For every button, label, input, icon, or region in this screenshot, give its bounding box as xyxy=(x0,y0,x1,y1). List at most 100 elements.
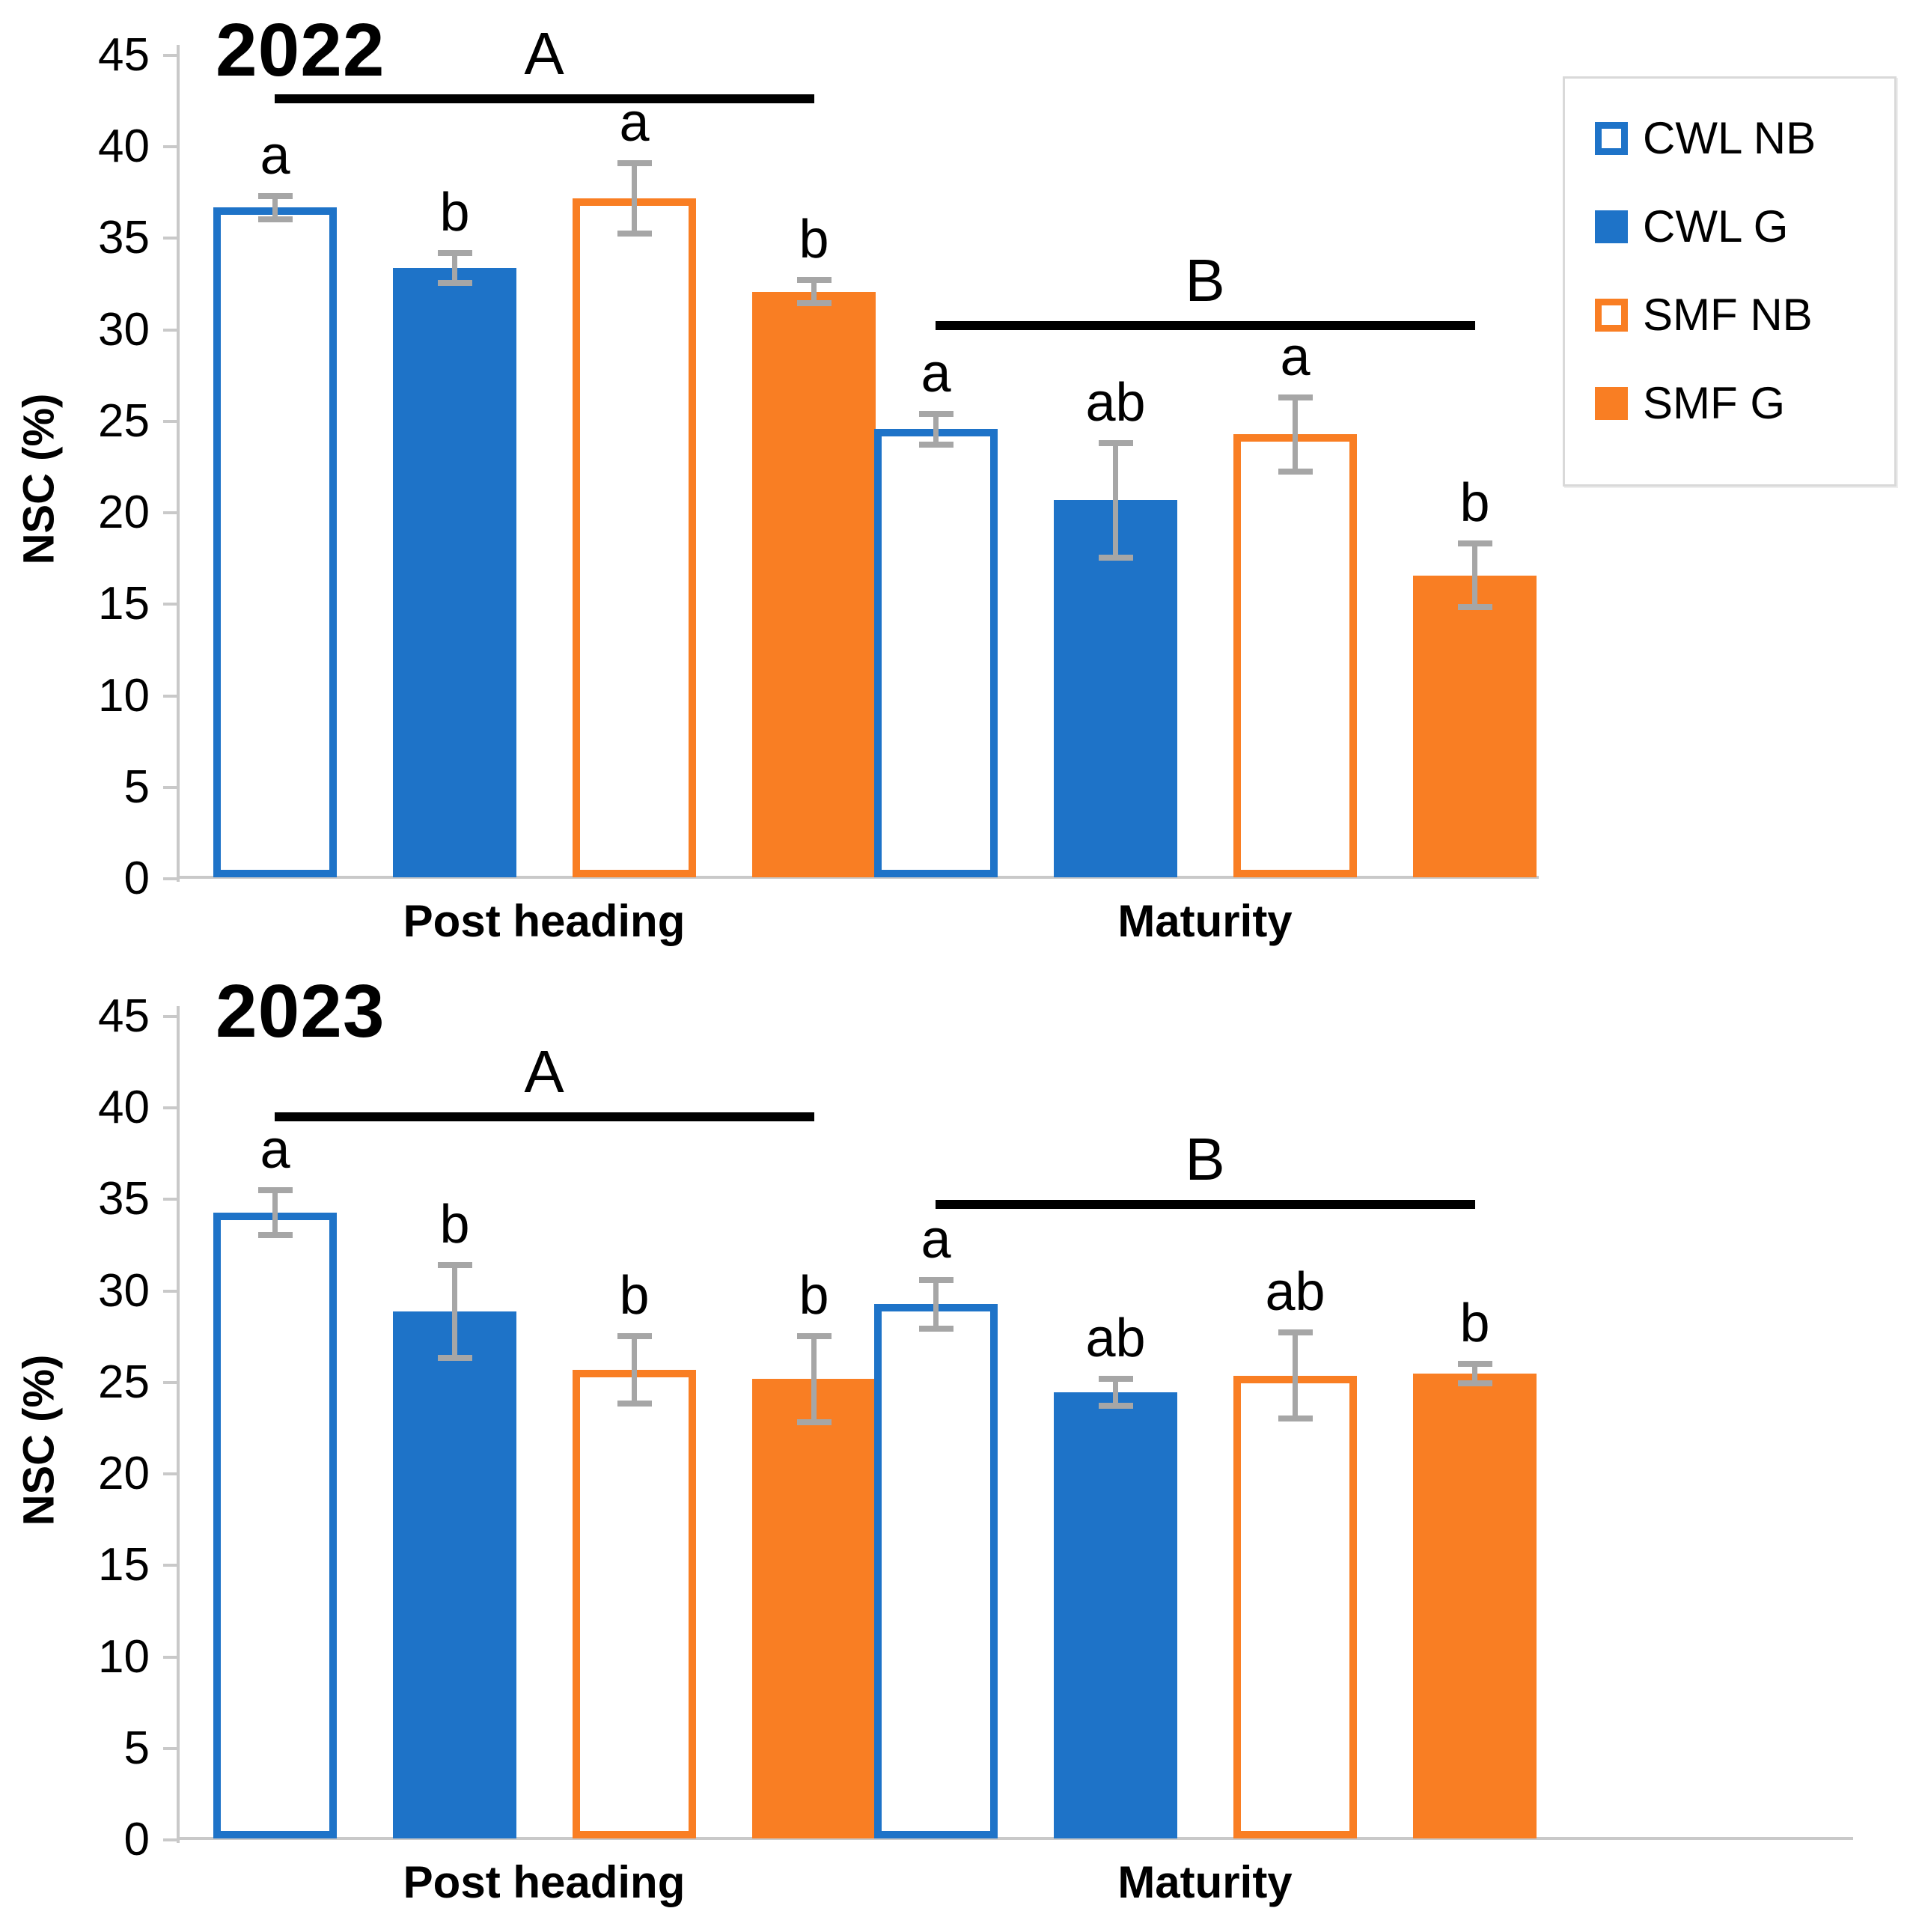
error-bar-cap xyxy=(617,159,652,166)
error-bar-cap xyxy=(796,1333,832,1340)
bar-group-maturity: a ab a b B xyxy=(874,55,1537,877)
significance-letter: ab xyxy=(1085,1308,1146,1368)
bar-cwl-nb xyxy=(213,1213,337,1838)
error-bar-cap xyxy=(796,277,832,284)
legend-marker-smf-g-icon xyxy=(1595,387,1628,420)
legend-label: SMF NB xyxy=(1643,290,1813,340)
significance-letter: b xyxy=(619,1266,650,1326)
bar-smf-nb xyxy=(1233,434,1357,877)
error-bar-cap xyxy=(1457,1380,1492,1387)
legend-item-smf-g: SMF G xyxy=(1595,381,1894,426)
legend-marker-cwl-g-icon xyxy=(1595,210,1628,243)
error-bar xyxy=(1113,439,1118,561)
significance-letter: b xyxy=(439,1195,470,1255)
error-bar xyxy=(632,1333,637,1407)
y-tick-mark xyxy=(163,54,177,57)
error-bar-cap xyxy=(918,1276,954,1283)
error-bar-cap xyxy=(617,1333,652,1340)
error-bar-cap xyxy=(1457,540,1492,547)
y-tick-mark xyxy=(163,1198,177,1201)
error-bar-cap xyxy=(1278,1329,1313,1336)
error-bar xyxy=(272,1186,278,1239)
bar-smf-g xyxy=(752,291,876,877)
significance-letter: a xyxy=(1280,326,1311,387)
category-label-post-heading: Post heading xyxy=(403,896,686,946)
y-tick-mark xyxy=(163,237,177,240)
bar-cwl-nb xyxy=(874,429,998,877)
y-tick-mark xyxy=(163,1564,177,1567)
error-bar-cap xyxy=(796,300,832,307)
legend-marker-cwl-nb-icon xyxy=(1595,122,1628,155)
legend-item-cwl-g: CWL G xyxy=(1595,204,1894,249)
error-bar xyxy=(1472,540,1477,611)
significance-letter: ab xyxy=(1265,1262,1325,1323)
legend-label: CWL G xyxy=(1643,201,1789,252)
error-bar xyxy=(452,249,457,287)
y-tick-mark xyxy=(163,1015,177,1018)
y-tick-label: 25 xyxy=(98,394,150,447)
error-bar-cap xyxy=(1098,1402,1133,1409)
y-tick-label: 40 xyxy=(98,1082,150,1134)
group-significance-letter: A xyxy=(524,20,564,87)
legend-item-cwl-nb: CWL NB xyxy=(1595,116,1894,161)
y-tick-label: 10 xyxy=(98,669,150,722)
error-bar xyxy=(632,159,637,237)
significance-letter: b xyxy=(799,1266,829,1326)
error-bar xyxy=(933,410,939,448)
bar-cwl-g xyxy=(1054,500,1177,877)
bar-cwl-nb xyxy=(213,207,337,877)
error-bar xyxy=(811,1333,817,1425)
y-tick-label: 30 xyxy=(98,1264,150,1317)
significance-letter: a xyxy=(619,92,650,153)
error-bar-cap xyxy=(617,1401,652,1407)
error-bar-cap xyxy=(257,192,293,199)
error-bar xyxy=(1293,394,1298,475)
y-tick-label: 40 xyxy=(98,121,150,173)
group-significance-letter: B xyxy=(1185,247,1225,314)
error-bar xyxy=(1113,1375,1118,1409)
y-tick-mark xyxy=(163,328,177,332)
error-bar-cap xyxy=(257,1232,293,1239)
bar-smf-g xyxy=(1413,575,1537,877)
bar-smf-g xyxy=(752,1379,876,1838)
bar-cwl-g xyxy=(1054,1392,1177,1838)
y-tick-mark xyxy=(163,419,177,423)
significance-letter: b xyxy=(799,210,829,270)
y-tick-mark xyxy=(163,1380,177,1384)
y-axis-line xyxy=(177,1006,180,1843)
bar-smf-nb xyxy=(573,198,696,877)
error-bar-cap xyxy=(796,1418,832,1425)
error-bar xyxy=(811,277,817,307)
bar-smf-g xyxy=(1413,1374,1537,1838)
significance-letter: b xyxy=(1459,473,1490,534)
legend-item-smf-nb: SMF NB xyxy=(1595,293,1894,338)
error-bar xyxy=(452,1262,457,1361)
y-tick-label: 25 xyxy=(98,1356,150,1408)
y-tick-label: 45 xyxy=(98,29,150,81)
bar-cwl-g xyxy=(393,1311,516,1838)
significance-letter: ab xyxy=(1085,372,1146,433)
error-bar-cap xyxy=(437,249,472,256)
error-bar-cap xyxy=(1278,469,1313,475)
group-significance-line xyxy=(936,1200,1475,1210)
error-bar-cap xyxy=(918,410,954,417)
error-bar-cap xyxy=(1098,439,1133,446)
significance-letter: b xyxy=(439,182,470,243)
bar-group-maturity: a ab ab b B xyxy=(874,1017,1537,1838)
bar-smf-nb xyxy=(573,1370,696,1838)
y-tick-mark xyxy=(163,877,177,880)
bar-cwl-nb xyxy=(874,1304,998,1838)
chart-title: 2023 xyxy=(216,969,385,1053)
x-axis-line xyxy=(177,1837,1853,1840)
error-bar-cap xyxy=(437,1262,472,1268)
y-tick-mark xyxy=(163,1655,177,1659)
y-tick-mark xyxy=(163,145,177,149)
bar-group-post-heading: a b b b A xyxy=(213,1017,876,1838)
y-tick-mark xyxy=(163,511,177,515)
error-bar-cap xyxy=(437,1355,472,1361)
